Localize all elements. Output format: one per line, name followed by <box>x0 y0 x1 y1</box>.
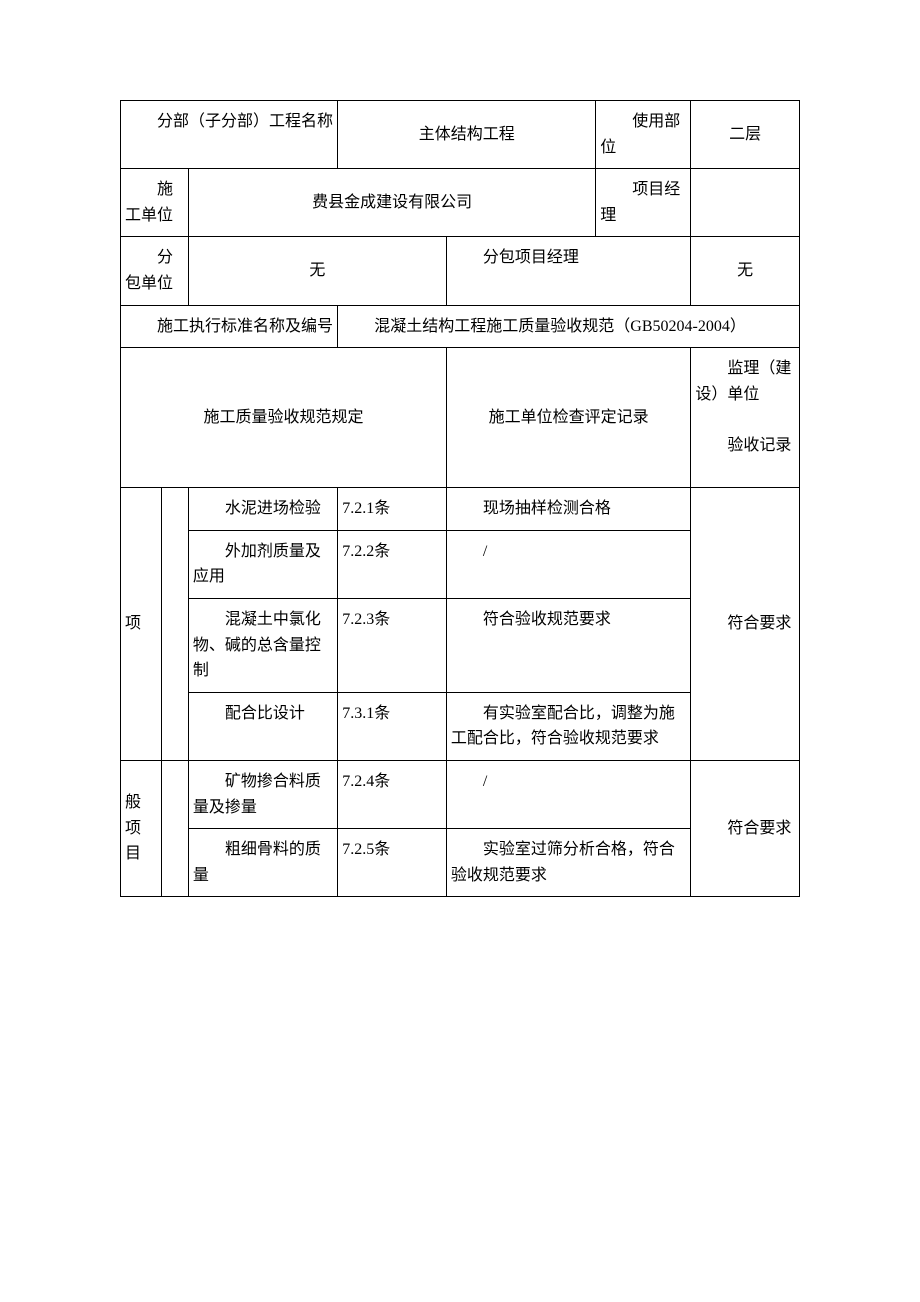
supervision-header: 监理（建设）单位 验收记录 <box>691 348 800 488</box>
check-record-header: 施工单位检查评定记录 <box>446 348 690 488</box>
usage-label: 使用部位 <box>596 101 691 169</box>
table-row-clause: 7.2.5条 <box>338 829 447 897</box>
table-row-result: 有实验室配合比，调整为施工配合比，符合验收规范要求 <box>446 692 690 760</box>
table-row-result: / <box>446 530 690 598</box>
table-row-item: 水泥进场检验 <box>188 488 337 531</box>
table-row-item: 混凝土中氯化物、碱的总含量控制 <box>188 598 337 692</box>
table-row-result: 实验室过筛分析合格，符合验收规范要求 <box>446 829 690 897</box>
group2-verdict: 符合要求 <box>691 760 800 896</box>
table-row-clause: 7.2.1条 <box>338 488 447 531</box>
table-row-clause: 7.2.2条 <box>338 530 447 598</box>
project-manager-label: 项目经理 <box>596 169 691 237</box>
table-row-clause: 7.3.1条 <box>338 692 447 760</box>
table-row-result: / <box>446 760 690 828</box>
table-row-item: 粗细骨料的质量 <box>188 829 337 897</box>
construction-unit-label: 施工单位 <box>121 169 189 237</box>
subcontract-manager-value: 无 <box>691 237 800 305</box>
group1-label: 项 <box>121 488 162 761</box>
spec-header: 施工质量验收规范规定 <box>121 348 447 488</box>
table-row-clause: 7.2.3条 <box>338 598 447 692</box>
table-row-item: 配合比设计 <box>188 692 337 760</box>
dept-label: 分部（子分部）工程名称 <box>121 101 338 169</box>
subcontract-unit-label: 分包单位 <box>121 237 189 305</box>
subcontract-manager-label: 分包项目经理 <box>446 237 690 305</box>
subcontract-unit-value: 无 <box>188 237 446 305</box>
table-row-item: 外加剂质量及应用 <box>188 530 337 598</box>
table-row-result: 符合验收规范要求 <box>446 598 690 692</box>
table-row-item: 矿物掺合料质量及掺量 <box>188 760 337 828</box>
construction-unit-value: 费县金成建设有限公司 <box>188 169 595 237</box>
table-row-result: 现场抽样检测合格 <box>446 488 690 531</box>
project-manager-value <box>691 169 800 237</box>
usage-value: 二层 <box>691 101 800 169</box>
table-row-clause: 7.2.4条 <box>338 760 447 828</box>
group2-spacer <box>161 760 188 896</box>
standard-value: 混凝土结构工程施工质量验收规范（GB50204-2004） <box>338 305 800 348</box>
dept-value: 主体结构工程 <box>338 101 596 169</box>
group1-spacer <box>161 488 188 761</box>
group1-verdict: 符合要求 <box>691 488 800 761</box>
group2-label: 般项目 <box>121 760 162 896</box>
inspection-form-table: 分部（子分部）工程名称 主体结构工程 使用部位 二层 施工单位 费县金成建设有限… <box>120 100 800 897</box>
standard-label: 施工执行标准名称及编号 <box>121 305 338 348</box>
